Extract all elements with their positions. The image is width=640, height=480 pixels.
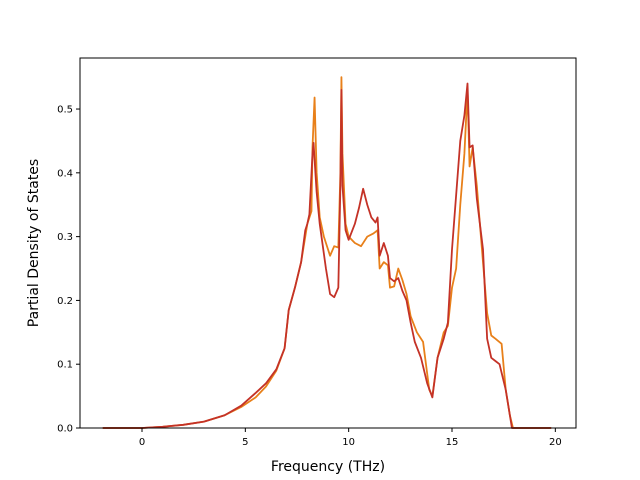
x-tick-label: 15 xyxy=(446,437,459,448)
x-axis-label: Frequency (THz) xyxy=(271,459,385,475)
y-tick-label: 0.4 xyxy=(57,168,73,179)
x-axis-ticks: 0 5 10 15 20 xyxy=(139,428,562,448)
y-tick-label: 0.3 xyxy=(57,232,73,243)
y-axis-label: Partial Density of States xyxy=(26,159,42,327)
x-tick-label: 0 xyxy=(139,437,145,448)
series-layer xyxy=(102,76,552,429)
series-line-2 xyxy=(102,82,552,429)
y-tick-label: 0.5 xyxy=(57,105,73,116)
y-tick-label: 0.0 xyxy=(57,424,73,435)
x-tick-label: 20 xyxy=(549,437,562,448)
plot-frame xyxy=(79,57,577,429)
y-tick-label: 0.2 xyxy=(57,296,73,307)
y-axis-ticks: 0.0 0.1 0.2 0.3 0.4 0.5 xyxy=(57,105,80,435)
x-tick-label: 10 xyxy=(342,437,355,448)
y-tick-label: 0.1 xyxy=(57,360,73,371)
x-tick-label: 5 xyxy=(242,437,248,448)
